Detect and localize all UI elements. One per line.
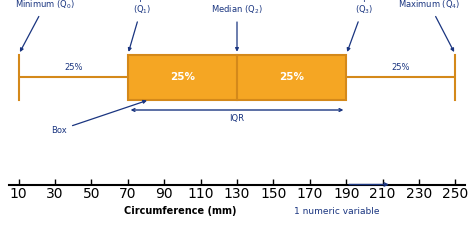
Text: Box: Box [51,101,146,135]
Bar [128,55,346,100]
Text: 25%: 25% [279,72,304,82]
Text: Minimum (Q$_0$): Minimum (Q$_0$) [15,0,75,51]
Text: Maximum (Q$_4$): Maximum (Q$_4$) [399,0,461,51]
Text: 1 numeric variable: 1 numeric variable [294,207,379,216]
Text: Circumference (mm): Circumference (mm) [124,206,237,216]
Text: 25%: 25% [170,72,195,82]
Text: First quartile
(Q$_1$): First quartile (Q$_1$) [116,0,169,51]
Text: IQR: IQR [229,114,245,123]
Text: 25%: 25% [392,63,410,72]
Text: 25%: 25% [64,63,82,72]
Text: Third quartile
(Q$_3$): Third quartile (Q$_3$) [336,0,393,51]
Text: Median (Q$_2$): Median (Q$_2$) [211,4,263,50]
